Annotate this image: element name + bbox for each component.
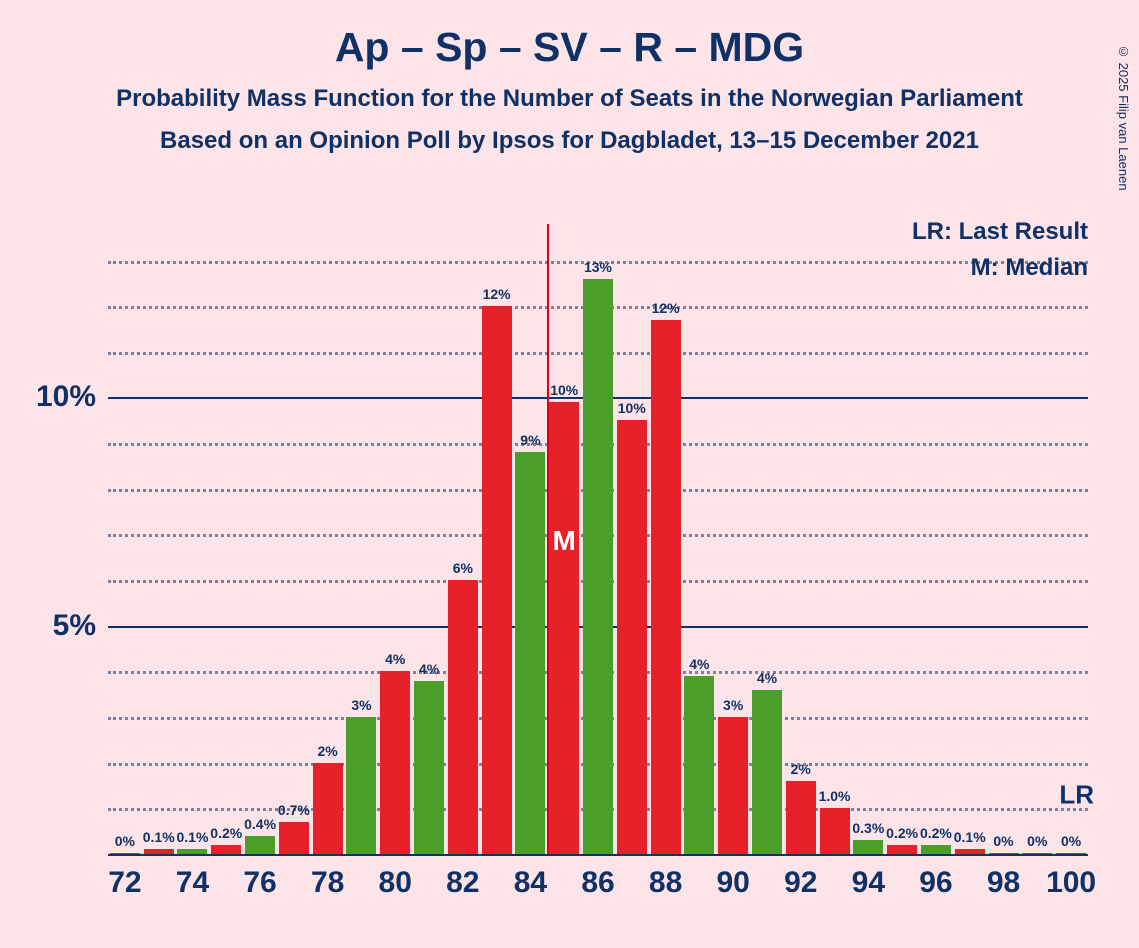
baseline [108, 854, 1088, 856]
bar-value-label: 4% [419, 661, 439, 677]
bar-value-label: 0% [1061, 833, 1081, 849]
bar [346, 717, 376, 854]
bar-value-label: 4% [689, 656, 709, 672]
bar-value-label: 2% [318, 743, 338, 759]
bar [414, 681, 444, 854]
bar-value-label: 6% [453, 560, 473, 576]
x-axis-tick: 92 [784, 866, 817, 900]
bar-value-label: 0.1% [954, 829, 986, 845]
bar [110, 853, 140, 854]
bar [482, 306, 512, 854]
chart-area: LR: Last Result M: Median 5%10%0%0.1%0.1… [108, 224, 1088, 854]
x-axis-tick: 80 [379, 866, 412, 900]
bar [177, 849, 207, 854]
bar [887, 845, 917, 854]
x-axis-tick: 88 [649, 866, 682, 900]
bar-value-label: 0.3% [852, 820, 884, 836]
bar-value-label: 10% [618, 400, 646, 416]
bar-value-label: 10% [550, 382, 578, 398]
bar [820, 808, 850, 854]
bar-value-label: 9% [520, 432, 540, 448]
bar [279, 822, 309, 854]
x-axis-tick: 78 [311, 866, 344, 900]
copyright-text: © 2025 Filip van Laenen [1116, 44, 1131, 191]
bar [921, 845, 951, 854]
bar [955, 849, 985, 854]
bar-value-label: 3% [723, 697, 743, 713]
chart-subtitle-2: Based on an Opinion Poll by Ipsos for Da… [0, 127, 1139, 155]
x-axis-tick: 100 [1046, 866, 1096, 900]
bar [718, 717, 748, 854]
bar [617, 420, 647, 854]
bar-value-label: 0.7% [278, 802, 310, 818]
bar-value-label: 0% [115, 833, 135, 849]
bar [380, 671, 410, 854]
bar-value-label: 1.0% [819, 788, 851, 804]
bar [651, 320, 681, 854]
bar-value-label: 0.2% [886, 825, 918, 841]
bar [989, 853, 1019, 854]
x-axis-tick: 84 [514, 866, 547, 900]
bar-value-label: 0.2% [210, 825, 242, 841]
bar-value-label: 2% [791, 761, 811, 777]
x-axis-tick: 82 [446, 866, 479, 900]
bar [211, 845, 241, 854]
bar-value-label: 13% [584, 259, 612, 275]
bar [786, 781, 816, 854]
bar [144, 849, 174, 854]
bar-value-label: 4% [757, 670, 777, 686]
plot-region: 5%10%0%0.1%0.1%0.2%0.4%0.7%2%3%4%4%6%12%… [108, 224, 1088, 854]
x-axis-tick: 90 [716, 866, 749, 900]
x-axis-tick: 72 [108, 866, 141, 900]
bar [1056, 853, 1086, 854]
bar-value-label: 0.4% [244, 816, 276, 832]
bar-value-label: 4% [385, 651, 405, 667]
bar [549, 402, 579, 854]
bar [515, 452, 545, 854]
chart-title: Ap – Sp – SV – R – MDG [0, 24, 1139, 71]
x-axis-tick: 76 [243, 866, 276, 900]
median-line [547, 224, 549, 854]
bar-value-label: 0.1% [143, 829, 175, 845]
bar [853, 840, 883, 854]
bar-value-label: 0% [993, 833, 1013, 849]
y-axis-tick: 5% [53, 609, 96, 643]
lr-marker: LR [1059, 779, 1094, 810]
bar-value-label: 0.1% [177, 829, 209, 845]
chart-subtitle-1: Probability Mass Function for the Number… [0, 85, 1139, 113]
x-axis-tick: 74 [176, 866, 209, 900]
median-label: M [553, 525, 576, 557]
bar [448, 580, 478, 854]
x-axis-tick: 94 [852, 866, 885, 900]
bar [752, 690, 782, 854]
bar [1022, 853, 1052, 854]
bar-value-label: 0% [1027, 833, 1047, 849]
bar-value-label: 0.2% [920, 825, 952, 841]
bar-value-label: 12% [652, 300, 680, 316]
bar-value-label: 3% [351, 697, 371, 713]
x-axis-tick: 96 [919, 866, 952, 900]
x-axis-tick: 86 [581, 866, 614, 900]
bar [583, 279, 613, 854]
bar [684, 676, 714, 854]
bar [313, 763, 343, 854]
bar [245, 836, 275, 854]
x-axis-tick: 98 [987, 866, 1020, 900]
bar-value-label: 12% [483, 286, 511, 302]
y-axis-tick: 10% [36, 380, 96, 414]
